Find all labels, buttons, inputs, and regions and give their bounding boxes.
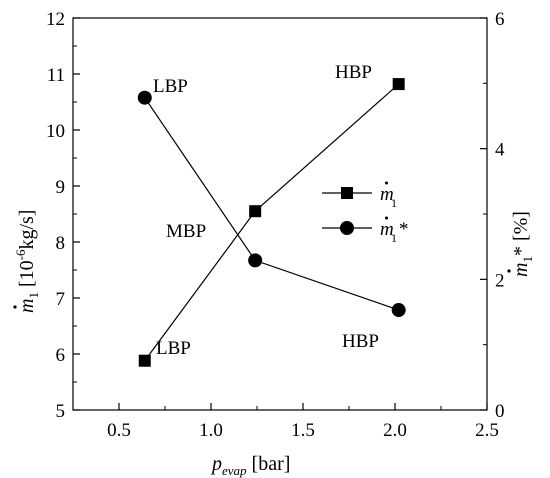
right-y-tick-label: 0 bbox=[495, 401, 505, 422]
data-point-circle bbox=[391, 303, 406, 318]
data-point-square bbox=[392, 78, 405, 91]
svg-text:m1 [10-6kg/s]: m1 [10-6kg/s] bbox=[13, 210, 41, 313]
data-point-circle bbox=[248, 253, 263, 268]
legend-text-m1star-star: * bbox=[399, 219, 409, 240]
x-tick-label: 2.0 bbox=[383, 420, 407, 441]
left-y-tick-label: 5 bbox=[56, 401, 66, 422]
left-y-tick-label: 7 bbox=[56, 289, 66, 310]
right-y-tick-label: 6 bbox=[495, 9, 505, 30]
x-axis-ticks: 0.5 1.0 1.5 2.0 2.5 bbox=[72, 403, 499, 441]
legend-text-m1-main: m bbox=[380, 184, 394, 205]
legend-dot-m1 bbox=[385, 181, 388, 185]
legend-text-m1star-main: m bbox=[380, 219, 394, 240]
left-y-axis-label: m1 [10-6kg/s] bbox=[13, 210, 41, 313]
annotation-lbp-top: LBP bbox=[153, 76, 188, 97]
svg-text:m1* [%]: m1* [%] bbox=[510, 211, 535, 277]
right-y-axis-label: m1* [%] bbox=[507, 211, 535, 277]
left-y-tick-label: 8 bbox=[56, 233, 66, 254]
legend: m 1 m 1 * bbox=[322, 181, 409, 245]
annotation-hbp-bottom: HBP bbox=[342, 331, 379, 352]
left-y-tick-label: 9 bbox=[56, 177, 66, 198]
legend-marker-square bbox=[341, 187, 353, 199]
left-y-tick-label: 6 bbox=[56, 345, 66, 366]
data-point-square bbox=[249, 205, 262, 218]
legend-label-m1star: m 1 * bbox=[380, 216, 409, 245]
legend-text-m1-sub: 1 bbox=[391, 196, 397, 210]
annotation-mbp: MBP bbox=[166, 221, 206, 242]
plot-frame bbox=[72, 17, 488, 411]
right-y-tick-label: 4 bbox=[495, 140, 505, 161]
x-axis-label: pevap [bar] bbox=[210, 453, 290, 478]
series-line-m1star bbox=[144, 97, 399, 311]
left-y-tick-label: 11 bbox=[47, 65, 65, 86]
x-tick-label: 0.5 bbox=[107, 420, 131, 441]
x-tick-label: 1.0 bbox=[199, 420, 223, 441]
data-point-square bbox=[138, 354, 151, 367]
legend-label-m1: m 1 bbox=[380, 181, 397, 210]
legend-dot-m1star bbox=[385, 216, 388, 220]
data-point-circle bbox=[137, 90, 152, 105]
x-tick-label: 1.5 bbox=[291, 420, 315, 441]
series-markers bbox=[137, 78, 406, 367]
left-y-tick-label: 12 bbox=[46, 9, 65, 30]
legend-marker-circle bbox=[340, 221, 354, 235]
right-y-axis-ticks: 0 2 4 6 bbox=[480, 9, 505, 422]
x-tick-label: 2.5 bbox=[475, 420, 499, 441]
annotation-hbp-top: HBP bbox=[335, 62, 372, 83]
annotation-lbp-bottom: LBP bbox=[156, 338, 191, 359]
left-y-axis-ticks: 5 6 7 8 9 10 11 12 bbox=[46, 9, 80, 422]
right-y-tick-label: 2 bbox=[495, 270, 505, 291]
legend-text-m1star-sub: 1 bbox=[391, 231, 397, 245]
left-y-tick-label: 10 bbox=[46, 121, 65, 142]
plot-border bbox=[72, 17, 488, 411]
